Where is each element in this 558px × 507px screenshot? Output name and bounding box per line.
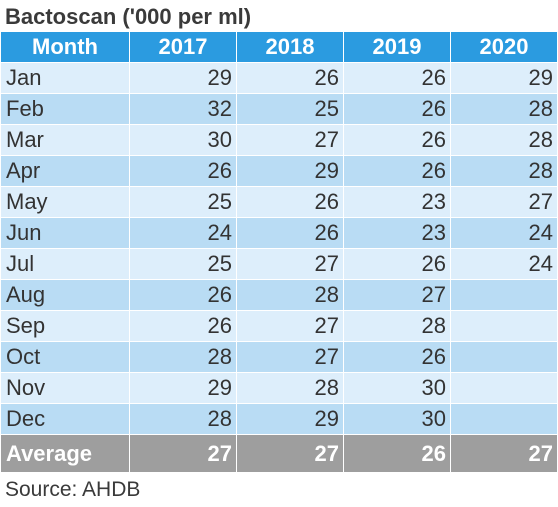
value-cell: 26 [129,279,237,311]
column-header-2020: 2020 [450,31,558,63]
value-cell: 30 [343,403,451,435]
value-cell: 27 [343,279,451,311]
source-note: Source: AHDB [5,478,141,501]
month-cell: Jun [0,217,130,249]
month-cell: Apr [0,155,130,187]
month-cell: Aug [0,279,130,311]
value-cell: 25 [129,186,237,218]
value-cell: 27 [450,186,558,218]
table-title: Bactoscan ('000 per ml) [5,4,252,29]
value-cell: 26 [129,155,237,187]
value-cell: 26 [343,248,451,280]
value-cell: 29 [129,62,237,94]
table-row: Apr 26 29 26 28 [0,155,558,187]
average-value: 27 [450,434,558,473]
column-header-2019: 2019 [343,31,451,63]
table-row: Oct 28 27 26 [0,341,558,373]
value-cell: 26 [343,93,451,125]
value-cell: 28 [450,155,558,187]
table-row: Aug 26 28 27 [0,279,558,311]
value-cell [450,341,558,373]
value-cell: 27 [236,124,344,156]
value-cell [450,279,558,311]
value-cell: 26 [236,62,344,94]
table-row: Feb 32 25 26 28 [0,93,558,125]
value-cell: 26 [343,155,451,187]
value-cell: 28 [236,372,344,404]
average-value: 27 [236,434,344,473]
column-header-2018: 2018 [236,31,344,63]
average-row: Average 27 27 26 27 [0,434,558,473]
table-row: Jul 25 27 26 24 [0,248,558,280]
table-row: Mar 30 27 26 28 [0,124,558,156]
value-cell: 28 [343,310,451,342]
value-cell: 26 [343,341,451,373]
value-cell: 24 [450,248,558,280]
value-cell: 24 [450,217,558,249]
month-cell: Jul [0,248,130,280]
value-cell [450,403,558,435]
column-header-2017: 2017 [129,31,237,63]
value-cell: 27 [236,310,344,342]
value-cell: 28 [450,93,558,125]
value-cell: 26 [129,310,237,342]
value-cell: 28 [236,279,344,311]
value-cell: 26 [343,62,451,94]
value-cell: 27 [236,248,344,280]
value-cell [450,372,558,404]
value-cell: 25 [129,248,237,280]
value-cell: 26 [343,124,451,156]
month-cell: Jan [0,62,130,94]
value-cell: 30 [343,372,451,404]
average-label: Average [0,434,130,473]
table-row: Sep 26 27 28 [0,310,558,342]
average-value: 26 [343,434,451,473]
month-cell: Dec [0,403,130,435]
value-cell: 23 [343,217,451,249]
value-cell: 23 [343,186,451,218]
table-row: Dec 28 29 30 [0,403,558,435]
average-value: 27 [129,434,237,473]
month-cell: Feb [0,93,130,125]
month-cell: May [0,186,130,218]
value-cell: 30 [129,124,237,156]
month-cell: Mar [0,124,130,156]
month-cell: Sep [0,310,130,342]
value-cell: 29 [236,403,344,435]
value-cell: 24 [129,217,237,249]
value-cell: 29 [450,62,558,94]
value-cell: 29 [236,155,344,187]
value-cell: 32 [129,93,237,125]
table-row: May 25 26 23 27 [0,186,558,218]
table-row: Jan 29 26 26 29 [0,62,558,94]
value-cell: 26 [236,186,344,218]
bactoscan-table: Month 2017 2018 2019 2020 Jan 29 26 26 2… [0,31,558,473]
header-row: Month 2017 2018 2019 2020 [0,31,558,63]
month-cell: Nov [0,372,130,404]
value-cell: 28 [450,124,558,156]
value-cell: 28 [129,341,237,373]
month-cell: Oct [0,341,130,373]
value-cell: 25 [236,93,344,125]
table-row: Nov 29 28 30 [0,372,558,404]
value-cell: 29 [129,372,237,404]
value-cell: 28 [129,403,237,435]
value-cell [450,310,558,342]
value-cell: 27 [236,341,344,373]
value-cell: 26 [236,217,344,249]
column-header-month: Month [0,31,130,63]
table-row: Jun 24 26 23 24 [0,217,558,249]
